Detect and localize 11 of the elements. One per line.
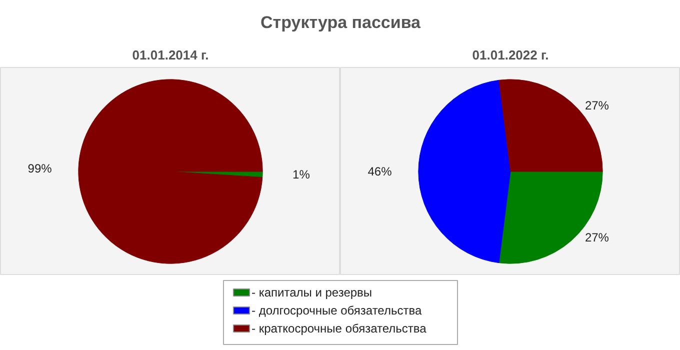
legend-label: - краткосрочные обязательства — [252, 322, 427, 336]
chart-subtitle: 01.01.2014 г. — [132, 48, 209, 62]
data-label: 27% — [584, 230, 610, 244]
data-label: 99% — [28, 162, 52, 176]
chart-title: Структура пассива — [260, 13, 422, 32]
legend-label: - долгосрочные обязательства — [252, 304, 422, 318]
legend-label: - капиталы и резервы — [252, 286, 372, 300]
data-label: 1% — [292, 167, 310, 182]
data-label: 46% — [368, 164, 392, 178]
data-label: 27% — [584, 98, 610, 113]
chart-subtitle: 01.01.2022 г. — [472, 48, 549, 62]
